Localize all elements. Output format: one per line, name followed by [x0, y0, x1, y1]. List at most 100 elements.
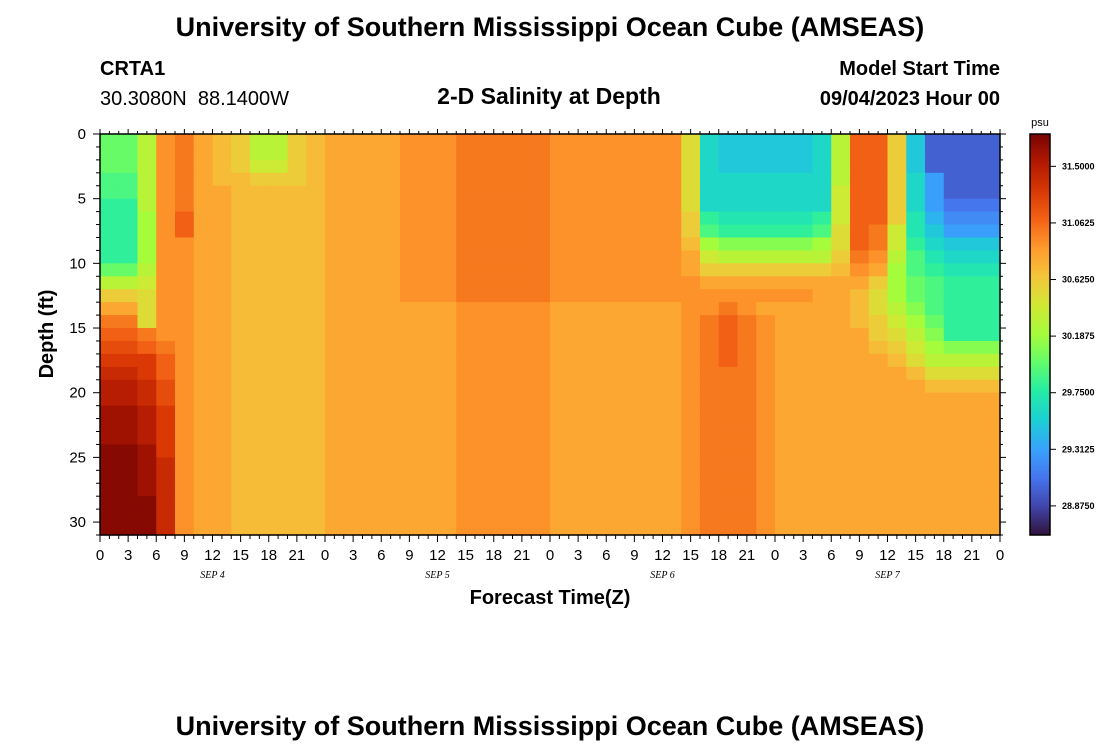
heatmap-cell — [775, 431, 795, 446]
heatmap-cell — [118, 302, 139, 316]
heatmap-cell — [831, 198, 851, 213]
heatmap-cell — [756, 276, 776, 290]
heatmap-cell — [775, 172, 795, 187]
heatmap-cell — [418, 353, 439, 368]
heatmap-cell — [662, 250, 682, 264]
heatmap-cell — [400, 496, 420, 510]
heatmap-cell — [475, 276, 495, 290]
heatmap-cell — [475, 224, 495, 239]
heatmap-cell — [118, 224, 139, 239]
heatmap-cell — [287, 146, 307, 161]
heatmap-cell — [981, 509, 1001, 523]
heatmap-cell — [756, 366, 776, 381]
heatmap-cell — [118, 405, 139, 420]
heatmap-cell — [756, 418, 776, 433]
heatmap-cell — [775, 366, 795, 381]
heatmap-cell — [981, 302, 1001, 316]
heatmap-cell — [100, 483, 120, 497]
heatmap-cell — [418, 496, 439, 510]
heatmap-cell — [906, 224, 926, 239]
heatmap-cell — [550, 379, 570, 394]
heatmap-cell — [100, 172, 120, 187]
heatmap-cell — [925, 198, 945, 213]
heatmap-cell — [625, 496, 645, 510]
heatmap-cell — [981, 457, 1001, 471]
heatmap-cell — [868, 185, 889, 200]
heatmap-cell — [156, 250, 176, 264]
heatmap-cell — [306, 379, 326, 394]
heatmap-cell — [981, 211, 1001, 226]
heatmap-cell — [512, 340, 532, 355]
heatmap-cell — [568, 431, 589, 446]
heatmap-cell — [906, 405, 926, 420]
heatmap-cell — [681, 276, 701, 290]
heatmap-cell — [250, 353, 270, 368]
heatmap-cell — [137, 198, 157, 213]
heatmap-cell — [512, 457, 532, 471]
heatmap-cell — [681, 509, 701, 523]
heatmap-cell — [700, 198, 720, 213]
heatmap-cell — [343, 431, 364, 446]
heatmap-cell — [606, 263, 626, 277]
heatmap-cell — [737, 302, 757, 316]
heatmap-cell — [118, 250, 139, 264]
heatmap-cell — [400, 431, 420, 446]
heatmap-cell — [100, 379, 120, 394]
heatmap-cell — [775, 198, 795, 213]
heatmap-cell — [512, 315, 532, 329]
heatmap-cell — [400, 444, 420, 458]
y-tick-label: 30 — [69, 514, 86, 531]
heatmap-cell — [381, 263, 401, 277]
heatmap-cell — [718, 366, 739, 381]
heatmap-cell — [156, 302, 176, 316]
heatmap-cell — [137, 302, 157, 316]
heatmap-cell — [250, 496, 270, 510]
x-tick-label: 21 — [289, 547, 306, 564]
heatmap-cell — [962, 444, 982, 458]
heatmap-cell — [850, 522, 870, 536]
heatmap-cell — [568, 250, 589, 264]
heatmap-cell — [868, 289, 889, 303]
heatmap-cell — [418, 392, 439, 407]
heatmap-cell — [981, 289, 1001, 303]
heatmap-cell — [943, 172, 964, 187]
heatmap-cell — [118, 134, 139, 148]
heatmap-cell — [343, 392, 364, 407]
heatmap-cell — [287, 483, 307, 497]
heatmap-cell — [381, 250, 401, 264]
heatmap-cell — [418, 366, 439, 381]
heatmap-cell — [662, 159, 682, 174]
heatmap-cell — [868, 146, 889, 161]
heatmap-cell — [550, 496, 570, 510]
heatmap-cell — [231, 444, 251, 458]
heatmap-cell — [700, 172, 720, 187]
heatmap-cell — [512, 444, 532, 458]
heatmap-cell — [231, 263, 251, 277]
heatmap-cell — [381, 328, 401, 342]
heatmap-cell — [193, 224, 214, 239]
heatmap-cell — [681, 522, 701, 536]
heatmap-cell — [287, 431, 307, 446]
heatmap-cell — [137, 457, 157, 471]
heatmap-cell — [400, 353, 420, 368]
heatmap-cell — [775, 224, 795, 239]
heatmap-cell — [850, 302, 870, 316]
heatmap-cell — [662, 315, 682, 329]
heatmap-cell — [568, 185, 589, 200]
heatmap-cell — [343, 250, 364, 264]
heatmap-cell — [793, 340, 814, 355]
heatmap-cell — [812, 159, 832, 174]
heatmap-cell — [925, 418, 945, 433]
heatmap-cell — [118, 340, 139, 355]
heatmap-cell — [775, 134, 795, 148]
heatmap-cell — [475, 198, 495, 213]
heatmap-cell — [512, 250, 532, 264]
heatmap-cell — [493, 405, 514, 420]
heatmap-cell — [512, 198, 532, 213]
heatmap-cell — [118, 353, 139, 368]
heatmap-cell — [793, 263, 814, 277]
heatmap-cell — [643, 457, 664, 471]
heatmap-cell — [287, 289, 307, 303]
heatmap-cell — [100, 224, 120, 239]
heatmap-cell — [943, 496, 964, 510]
